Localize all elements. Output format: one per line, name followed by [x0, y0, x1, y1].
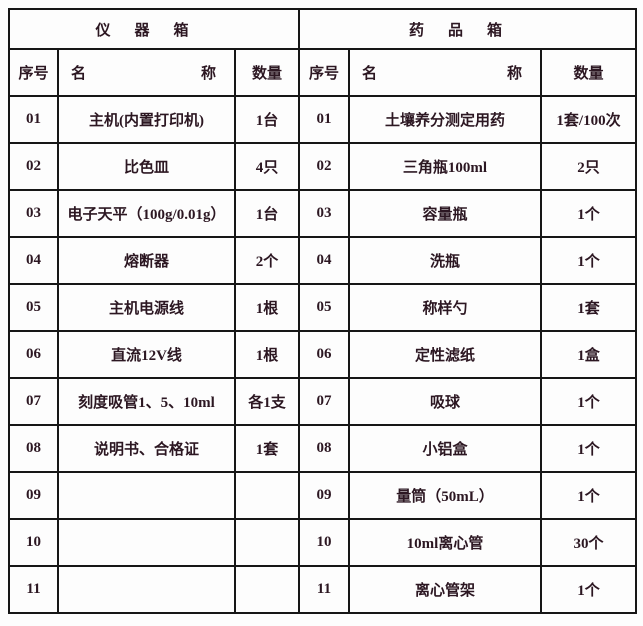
item-name-cell: 10ml离心管 — [348, 518, 542, 567]
item-qty-cell: 1根 — [234, 330, 300, 379]
item-qty-cell: 1个 — [540, 377, 637, 426]
row-no-cell: 11 — [8, 565, 59, 614]
column-header-index: 序号 — [298, 48, 350, 97]
table-row: 03 电子天平（100g/0.01g） 1台 03 容量瓶 1个 — [8, 189, 637, 238]
row-no-cell: 11 — [298, 565, 350, 614]
table-row: 11 11 离心管架 1个 — [8, 565, 637, 614]
item-qty-cell: 1套 — [234, 424, 300, 473]
item-name-cell: 称样勺 — [348, 283, 542, 332]
item-qty-cell: 1台 — [234, 189, 300, 238]
column-header-name-last: 称 — [506, 66, 522, 82]
column-header-index: 序号 — [8, 48, 59, 97]
column-header-name-wrap: 名 称 — [60, 62, 233, 83]
column-header-qty: 数量 — [234, 48, 300, 97]
item-qty-cell: 1个 — [540, 424, 637, 473]
section-title-instrument-box: 仪器箱 — [8, 8, 300, 50]
item-name-cell — [57, 565, 236, 614]
column-header-name-first: 名 — [71, 66, 87, 82]
row-no-cell: 09 — [8, 471, 59, 520]
item-qty-cell: 1套/100次 — [540, 95, 637, 144]
table-row: 09 09 量筒（50mL） 1个 — [8, 471, 637, 520]
row-no-cell: 07 — [8, 377, 59, 426]
item-name-cell: 量筒（50mL） — [348, 471, 542, 520]
item-name-cell: 小铝盒 — [348, 424, 542, 473]
table-row: 06 直流12V线 1根 06 定性滤纸 1盒 — [8, 330, 637, 379]
item-qty-cell: 1个 — [540, 236, 637, 285]
table-row: 04 熔断器 2个 04 洗瓶 1个 — [8, 236, 637, 285]
item-qty-cell: 2个 — [234, 236, 300, 285]
item-name-cell: 定性滤纸 — [348, 330, 542, 379]
row-no-cell: 01 — [298, 95, 350, 144]
row-no-cell: 04 — [298, 236, 350, 285]
item-qty-cell: 30个 — [540, 518, 637, 567]
item-name-cell: 说明书、合格证 — [57, 424, 236, 473]
row-no-cell: 10 — [298, 518, 350, 567]
item-name-cell: 吸球 — [348, 377, 542, 426]
table-row: 10 10 10ml离心管 30个 — [8, 518, 637, 567]
row-no-cell: 10 — [8, 518, 59, 567]
row-no-cell: 08 — [8, 424, 59, 473]
item-name-cell: 主机电源线 — [57, 283, 236, 332]
item-name-cell: 三角瓶100ml — [348, 142, 542, 191]
row-no-cell: 06 — [8, 330, 59, 379]
section-title-medicine-box: 药品箱 — [298, 8, 637, 50]
column-header-name: 名 称 — [57, 48, 236, 97]
table-row: 05 主机电源线 1根 05 称样勺 1套 — [8, 283, 637, 332]
item-qty-cell: 1个 — [540, 189, 637, 238]
item-name-cell: 比色皿 — [57, 142, 236, 191]
table-row: 02 比色皿 4只 02 三角瓶100ml 2只 — [8, 142, 637, 191]
item-qty-cell: 4只 — [234, 142, 300, 191]
item-name-cell: 熔断器 — [57, 236, 236, 285]
item-qty-cell: 各1支 — [234, 377, 300, 426]
item-qty-cell — [234, 471, 300, 520]
row-no-cell: 07 — [298, 377, 350, 426]
row-no-cell: 04 — [8, 236, 59, 285]
packing-list-table: 仪器箱 药品箱 序号 名 称 数量 序号 名 称 数量 01 主 — [8, 8, 637, 614]
item-qty-cell: 1个 — [540, 565, 637, 614]
item-qty-cell: 1根 — [234, 283, 300, 332]
column-header-name-first: 名 — [362, 66, 378, 82]
item-name-cell — [57, 471, 236, 520]
row-no-cell: 08 — [298, 424, 350, 473]
column-header-name-last: 称 — [200, 66, 216, 82]
item-name-cell — [57, 518, 236, 567]
item-qty-cell: 1盒 — [540, 330, 637, 379]
item-qty-cell: 1套 — [540, 283, 637, 332]
table-row: 序号 名 称 数量 序号 名 称 数量 — [8, 48, 637, 97]
table-row: 仪器箱 药品箱 — [8, 8, 637, 50]
row-no-cell: 05 — [8, 283, 59, 332]
row-no-cell: 02 — [8, 142, 59, 191]
column-header-qty: 数量 — [540, 48, 637, 97]
item-name-cell: 直流12V线 — [57, 330, 236, 379]
item-name-cell: 离心管架 — [348, 565, 542, 614]
item-qty-cell: 2只 — [540, 142, 637, 191]
column-header-name: 名 称 — [348, 48, 542, 97]
row-no-cell: 05 — [298, 283, 350, 332]
row-no-cell: 09 — [298, 471, 350, 520]
item-name-cell: 容量瓶 — [348, 189, 542, 238]
item-qty-cell: 1个 — [540, 471, 637, 520]
item-name-cell: 主机(内置打印机) — [57, 95, 236, 144]
item-qty-cell: 1台 — [234, 95, 300, 144]
item-qty-cell — [234, 518, 300, 567]
table-row: 07 刻度吸管1、5、10ml 各1支 07 吸球 1个 — [8, 377, 637, 426]
item-name-cell: 土壤养分测定用药 — [348, 95, 542, 144]
item-qty-cell — [234, 565, 300, 614]
row-no-cell: 03 — [8, 189, 59, 238]
row-no-cell: 01 — [8, 95, 59, 144]
row-no-cell: 03 — [298, 189, 350, 238]
table-row: 01 主机(内置打印机) 1台 01 土壤养分测定用药 1套/100次 — [8, 95, 637, 144]
item-name-cell: 电子天平（100g/0.01g） — [57, 189, 236, 238]
column-header-name-wrap: 名 称 — [351, 62, 539, 83]
table-row: 08 说明书、合格证 1套 08 小铝盒 1个 — [8, 424, 637, 473]
row-no-cell: 06 — [298, 330, 350, 379]
item-name-cell: 洗瓶 — [348, 236, 542, 285]
item-name-cell: 刻度吸管1、5、10ml — [57, 377, 236, 426]
row-no-cell: 02 — [298, 142, 350, 191]
